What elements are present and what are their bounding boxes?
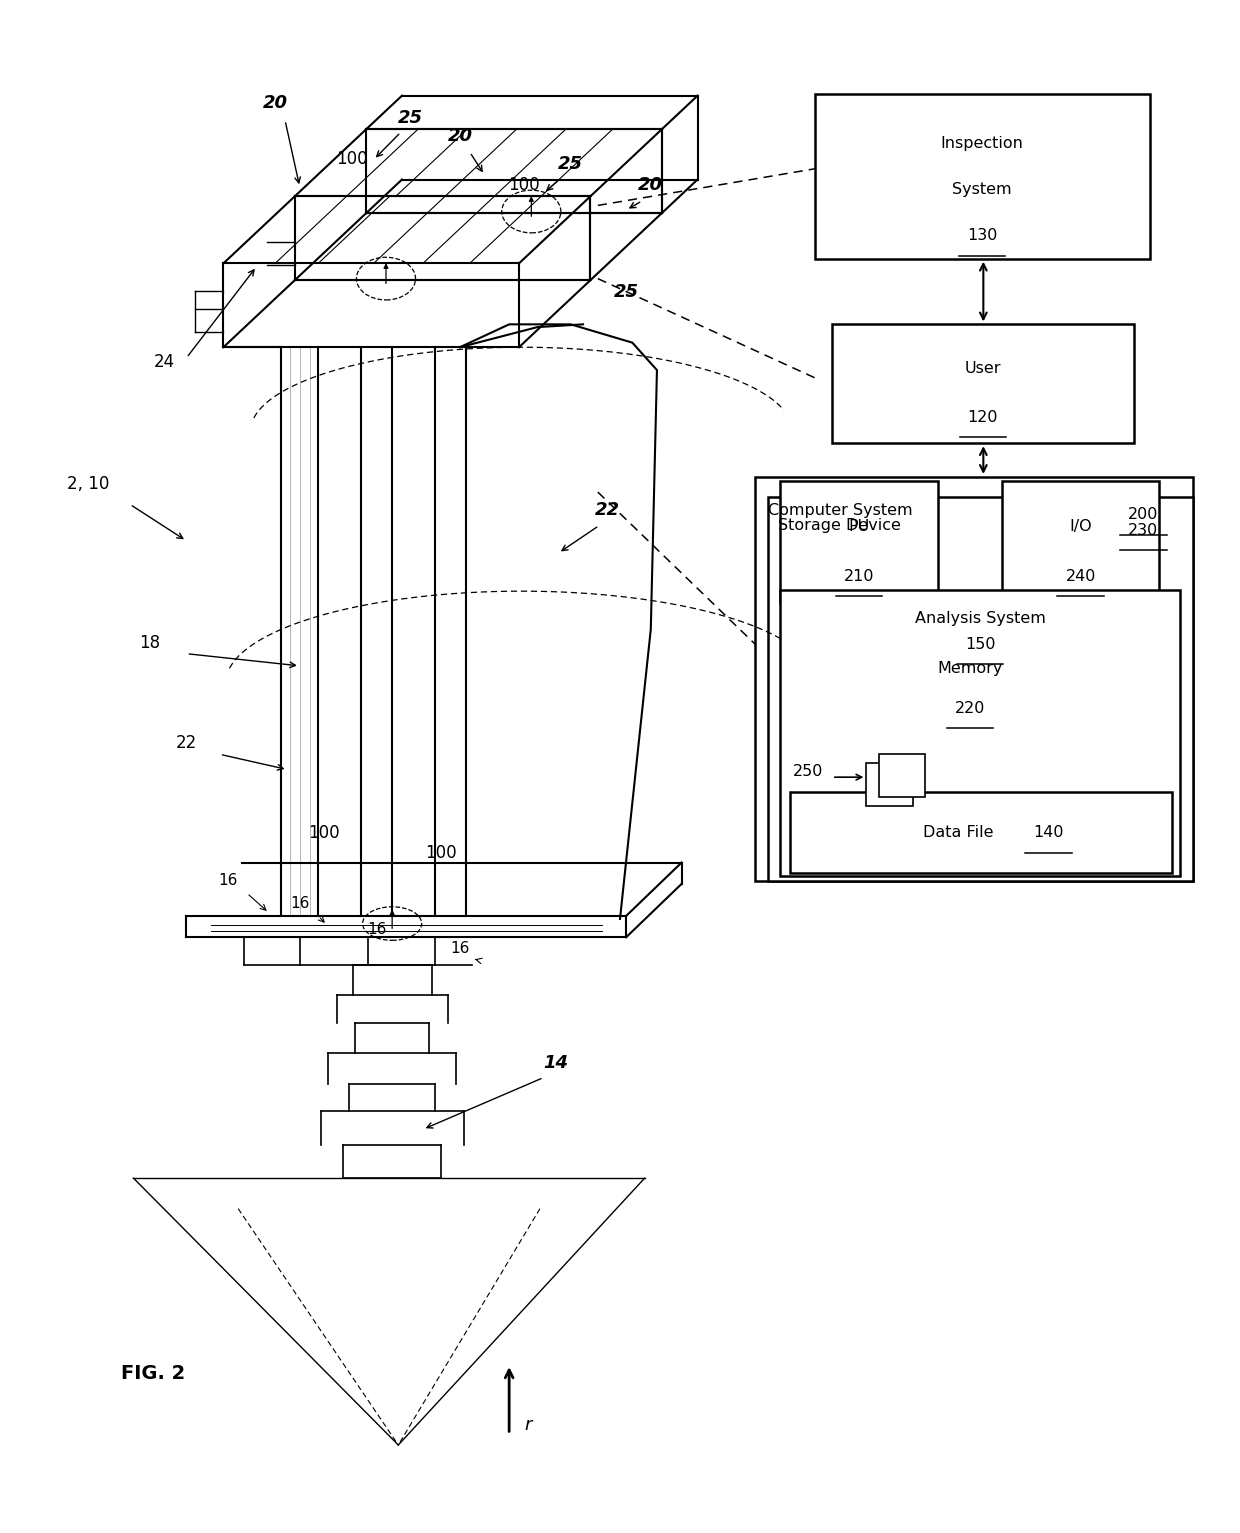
Bar xyxy=(815,94,1149,259)
Text: 100: 100 xyxy=(309,825,340,842)
Text: 150: 150 xyxy=(965,638,996,652)
Text: 140: 140 xyxy=(1033,825,1064,840)
Bar xyxy=(867,763,913,806)
Text: 16: 16 xyxy=(450,941,470,955)
Bar xyxy=(790,793,1172,874)
Bar xyxy=(755,477,1193,881)
Text: 240: 240 xyxy=(1065,569,1096,584)
Text: 120: 120 xyxy=(967,409,998,425)
Text: 20: 20 xyxy=(263,94,288,112)
Text: 220: 220 xyxy=(955,701,985,716)
Text: PU: PU xyxy=(848,520,869,533)
Text: 22: 22 xyxy=(595,501,620,520)
Text: 200: 200 xyxy=(1128,507,1158,523)
Text: r: r xyxy=(525,1416,531,1433)
Text: Analysis System: Analysis System xyxy=(915,612,1045,625)
Text: System: System xyxy=(952,182,1012,198)
Text: Storage Device: Storage Device xyxy=(777,518,900,533)
Text: Memory: Memory xyxy=(937,661,1002,676)
Bar xyxy=(768,497,1193,881)
Text: Computer System: Computer System xyxy=(768,503,913,518)
Text: 22: 22 xyxy=(176,734,197,753)
Text: 250: 250 xyxy=(792,763,823,779)
Text: 20: 20 xyxy=(448,127,472,146)
Text: 25: 25 xyxy=(398,109,423,127)
Text: 24: 24 xyxy=(154,353,175,371)
Bar xyxy=(1002,481,1159,604)
Text: 100: 100 xyxy=(508,176,539,195)
Text: 25: 25 xyxy=(558,155,583,173)
Bar xyxy=(780,590,1180,877)
Text: 100: 100 xyxy=(336,150,367,169)
Text: 16: 16 xyxy=(290,897,310,911)
Text: Inspection: Inspection xyxy=(941,136,1023,152)
Bar xyxy=(832,325,1133,443)
Text: User: User xyxy=(965,360,1001,376)
Text: 16: 16 xyxy=(218,874,238,889)
Text: 100: 100 xyxy=(425,845,458,862)
Text: 210: 210 xyxy=(843,569,874,584)
Text: 14: 14 xyxy=(543,1055,568,1073)
Text: 20: 20 xyxy=(639,176,663,195)
Text: 16: 16 xyxy=(368,923,387,937)
Text: 230: 230 xyxy=(1128,523,1158,538)
Bar xyxy=(852,629,1087,728)
Text: 18: 18 xyxy=(139,633,160,652)
Text: I/O: I/O xyxy=(1069,520,1092,533)
Text: 2, 10: 2, 10 xyxy=(67,475,109,494)
Bar xyxy=(879,754,925,797)
Text: Data File: Data File xyxy=(924,825,994,840)
Text: 25: 25 xyxy=(614,284,639,300)
Text: FIG. 2: FIG. 2 xyxy=(122,1364,186,1383)
Text: 130: 130 xyxy=(967,228,997,244)
Bar xyxy=(780,481,937,604)
